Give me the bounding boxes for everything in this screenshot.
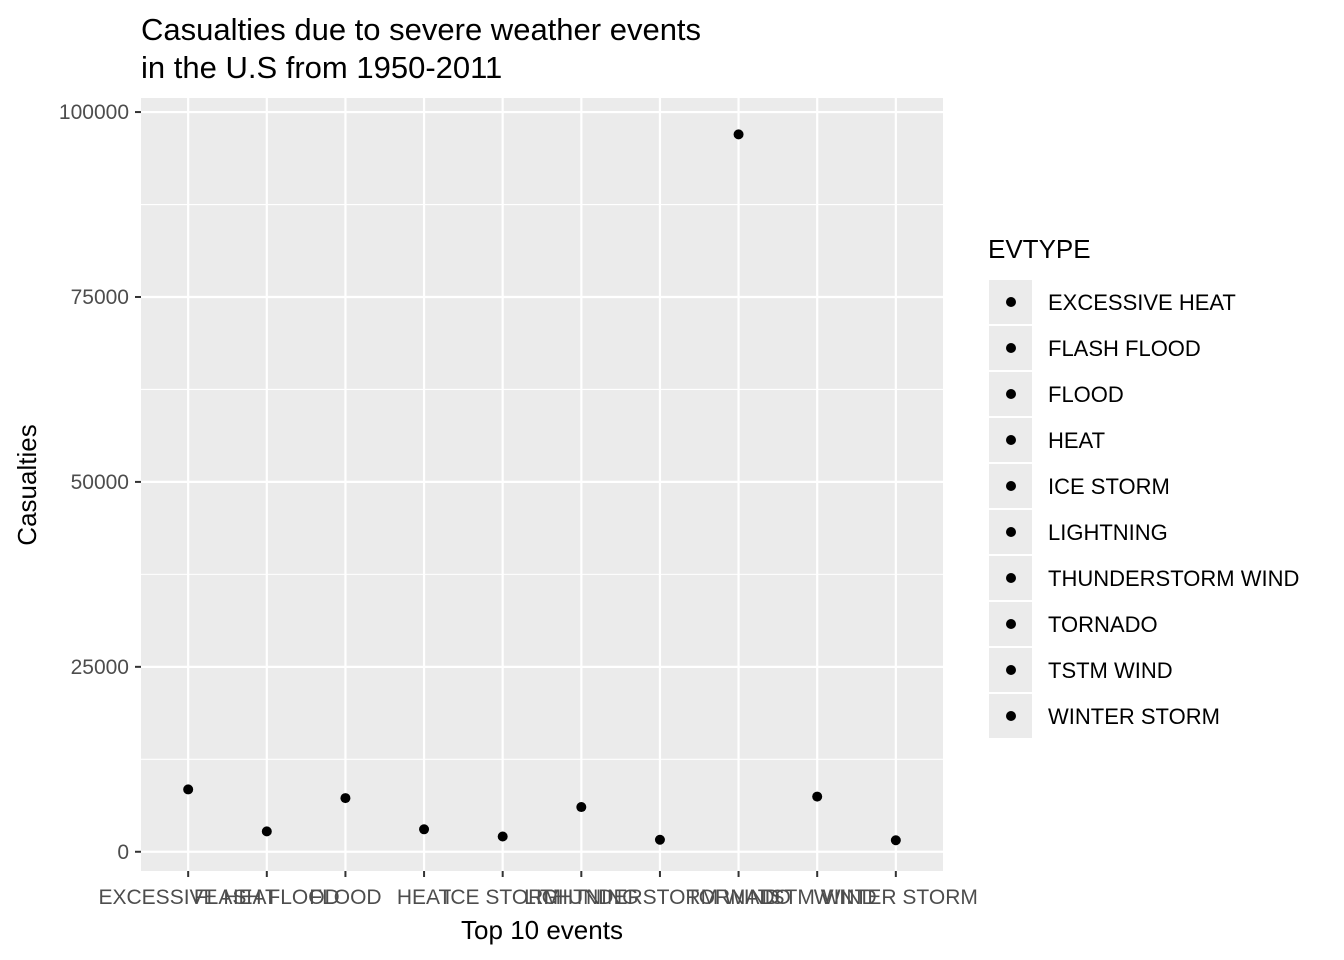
legend-title: EVTYPE xyxy=(988,234,1091,264)
legend: EVTYPE EXCESSIVE HEAT FLASH FLOOD FLOOD HEA… xyxy=(988,234,1299,738)
legend-label: FLASH FLOOD xyxy=(1048,336,1201,361)
legend-key-point xyxy=(1006,527,1016,537)
x-tick-label: TORNADO xyxy=(686,886,791,909)
legend-key-point xyxy=(1006,665,1016,675)
data-point xyxy=(183,784,194,795)
data-point xyxy=(419,824,430,835)
legend-label: WINTER STORM xyxy=(1048,704,1220,729)
data-point xyxy=(654,834,665,845)
major-gridlines xyxy=(141,98,943,871)
legend-key-point xyxy=(1006,297,1016,307)
data-point xyxy=(890,835,901,846)
x-tick-label: EXCESSIVE HEAT xyxy=(99,886,279,909)
data-point xyxy=(497,831,508,842)
legend-label: HEAT xyxy=(1048,428,1105,453)
chart-title-line-2: in the U.S from 1950-2011 xyxy=(141,50,502,85)
data-points xyxy=(183,129,901,846)
data-point xyxy=(812,791,823,802)
x-tick-label: WINTER STORM xyxy=(814,886,978,909)
x-axis-title: Top 10 events xyxy=(461,915,623,945)
legend-label: LIGHTNING xyxy=(1048,520,1168,545)
x-tick-label: LIGHTNING xyxy=(524,886,638,909)
chart-title-line-1: Casualties due to severe weather events xyxy=(141,12,701,47)
legend-key-point xyxy=(1006,619,1016,629)
legend-key-point xyxy=(1006,573,1016,583)
data-point xyxy=(340,793,351,804)
x-tick-label: HEAT xyxy=(397,886,452,909)
data-point xyxy=(576,802,587,813)
x-tick-label: TSTM WIND xyxy=(758,886,877,909)
legend-label: THUNDERSTORM WIND xyxy=(1048,566,1299,591)
legend-key-point xyxy=(1006,435,1016,445)
legend-key-point xyxy=(1006,389,1016,399)
legend-label: TORNADO xyxy=(1048,612,1158,637)
y-axis-title: Casualties xyxy=(12,424,42,545)
plot-panel xyxy=(141,98,943,871)
legend-label: FLOOD xyxy=(1048,382,1124,407)
x-tick-label: THUNDERSTORM WIND xyxy=(540,886,780,909)
y-tick-label: 75000 xyxy=(71,286,129,309)
minor-gridlines xyxy=(141,203,943,760)
y-axis: 0 25000 50000 75000 100000 xyxy=(59,101,141,864)
x-tick-label: FLASH FLOOD xyxy=(194,886,340,909)
legend-key-point xyxy=(1006,343,1016,353)
legend-label: TSTM WIND xyxy=(1048,658,1173,683)
data-point xyxy=(733,129,744,140)
y-tick-label: 50000 xyxy=(71,471,129,494)
legend-label: ICE STORM xyxy=(1048,474,1170,499)
data-point xyxy=(261,826,272,837)
legend-label: EXCESSIVE HEAT xyxy=(1048,290,1236,315)
y-tick-label: 0 xyxy=(117,841,129,864)
x-tick-label: FLOOD xyxy=(309,886,381,909)
y-tick-label: 25000 xyxy=(71,656,129,679)
x-tick-label: ICE STORM xyxy=(445,886,561,909)
legend-key-point xyxy=(1006,481,1016,491)
legend-key-point xyxy=(1006,711,1016,721)
y-tick-label: 100000 xyxy=(59,101,129,124)
